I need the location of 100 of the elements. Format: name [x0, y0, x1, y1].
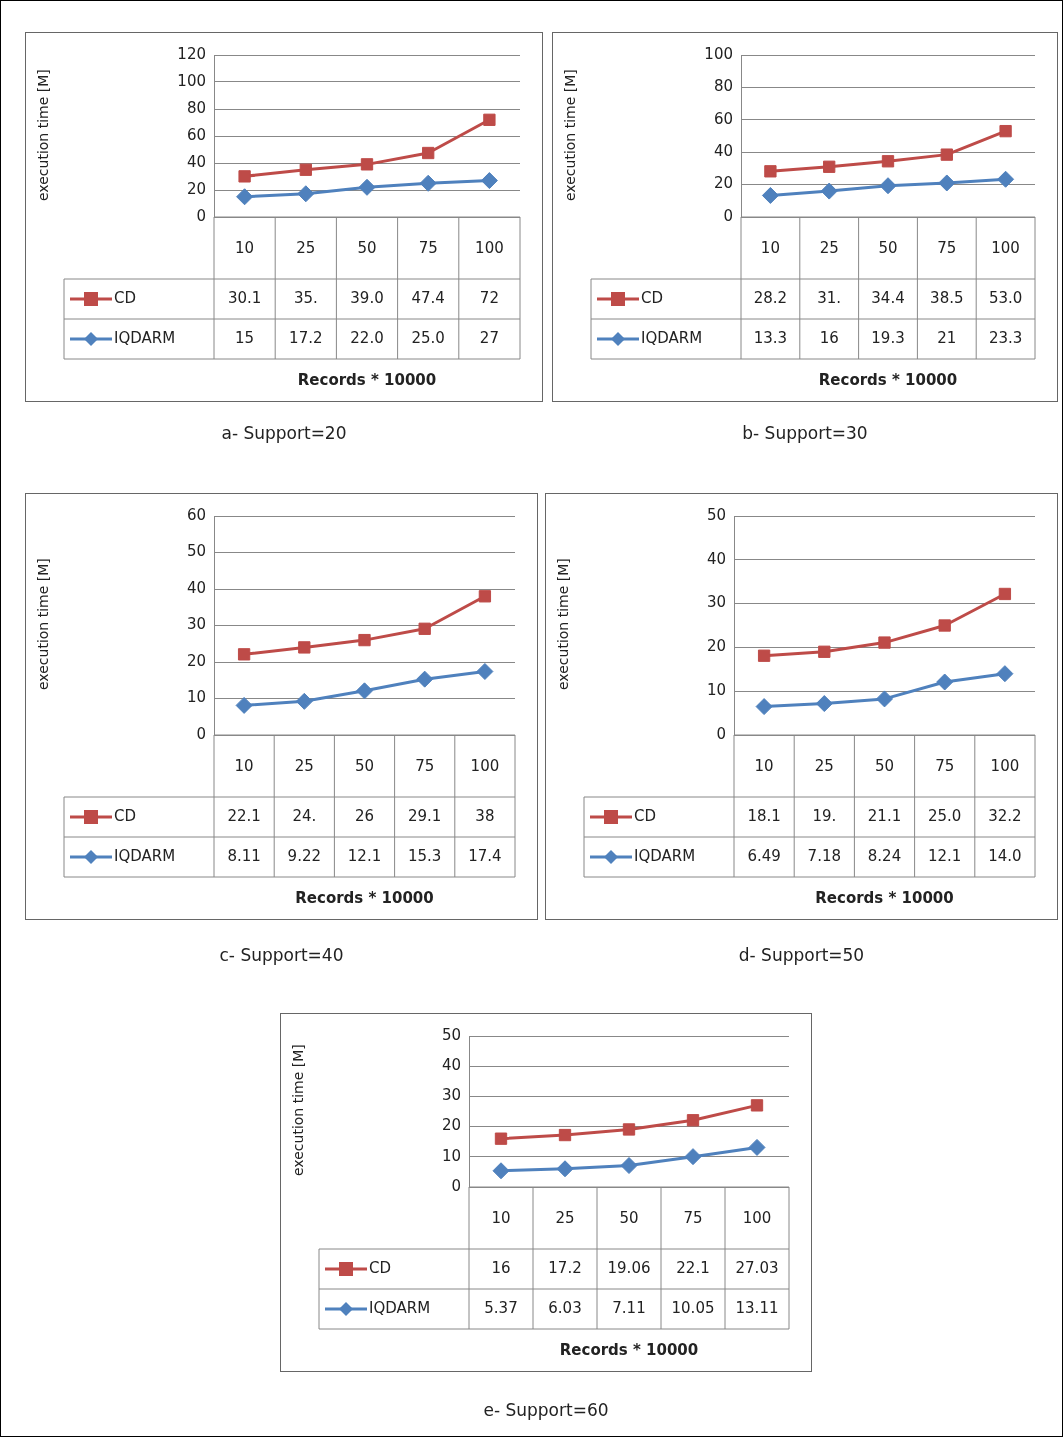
x-tick-label: 50 [354, 756, 375, 775]
legend-label: CD [114, 288, 137, 307]
data-label: 7.18 [807, 846, 841, 865]
point [757, 649, 771, 662]
data-label: 14.0 [988, 846, 1022, 865]
data-label: 28.2 [753, 288, 788, 307]
y-tick-label: 20 [706, 637, 726, 656]
data-label: 10.05 [671, 1298, 715, 1317]
y-tick-label: 0 [196, 724, 206, 743]
x-tick-label: 75 [935, 756, 955, 775]
data-label: 23.3 [988, 328, 1023, 347]
point [748, 1138, 766, 1156]
y-tick-label: 100 [704, 44, 733, 63]
legend-label: CD [114, 806, 137, 825]
x-axis-title: Records * 10000 [815, 888, 954, 907]
x-axis-title: Records * 10000 [559, 1340, 699, 1359]
x-tick-label: 100 [991, 238, 1020, 257]
point [237, 648, 251, 661]
data-label: 13.11 [735, 1298, 779, 1317]
data-label: 6.03 [548, 1298, 582, 1317]
x-tick-label: 50 [878, 238, 898, 257]
x-axis-title: Records * 10000 [818, 370, 958, 389]
x-tick-label: 25 [814, 756, 834, 775]
point [558, 1128, 572, 1142]
y-tick-label: 20 [713, 174, 733, 193]
y-tick-label: 30 [706, 593, 726, 612]
data-label: 22.1 [227, 806, 261, 825]
text: c- Support=40 [218, 945, 345, 965]
data-label: 5.37 [484, 1298, 518, 1317]
point [299, 163, 312, 176]
data-label: 19. [812, 806, 837, 825]
y-tick-label: 0 [196, 206, 206, 225]
point [815, 695, 833, 713]
y-tick-label: 60 [713, 109, 733, 128]
data-label: 12.1 [347, 846, 382, 865]
y-tick-label: 40 [186, 578, 206, 597]
y-tick-label: 50 [186, 542, 206, 561]
point [998, 587, 1012, 601]
text: a- Support=20 [220, 423, 348, 443]
x-tick-label: 10 [234, 756, 254, 775]
y-tick-label: 80 [713, 77, 733, 96]
data-label: 24. [292, 806, 317, 825]
point [476, 662, 494, 680]
x-tick-label: 25 [294, 756, 314, 775]
point [556, 1160, 574, 1178]
point [494, 1132, 508, 1145]
point [620, 1157, 638, 1175]
x-tick-label: 75 [683, 1208, 703, 1227]
data-label: 19.3 [871, 328, 905, 347]
y-tick-label: 0 [723, 206, 733, 225]
point [238, 170, 251, 183]
y-tick-label: 60 [186, 505, 206, 524]
data-label: 15 [235, 328, 255, 347]
data-label: 26 [354, 806, 375, 825]
point [818, 645, 831, 658]
point [755, 698, 773, 716]
x-tick-label: 25 [296, 238, 316, 257]
text: b- Support=30 [741, 423, 869, 443]
point [235, 696, 253, 714]
point [761, 186, 779, 204]
y-axis-title: execution time [M] [555, 557, 571, 693]
data-label: 15.3 [408, 846, 442, 865]
data-label: 19.06 [607, 1258, 651, 1277]
point [419, 174, 437, 192]
data-label: 17.2 [289, 328, 323, 347]
point [764, 165, 777, 178]
y-tick-label: 40 [441, 1056, 461, 1075]
x-axis-title: Records * 10000 [297, 370, 437, 389]
y-tick-label: 0 [451, 1176, 461, 1195]
x-tick-label: 25 [819, 238, 839, 257]
point [938, 174, 956, 192]
x-tick-label: 25 [555, 1208, 575, 1227]
data-label: 27.03 [735, 1258, 779, 1277]
data-label: 8.24 [867, 846, 902, 865]
legend-label: IQDARM [641, 328, 703, 347]
data-label: 16 [491, 1258, 511, 1277]
point [358, 178, 376, 196]
data-label: 18.1 [747, 806, 781, 825]
data-label: 21 [937, 328, 957, 347]
data-label: 16 [819, 328, 839, 347]
point [940, 148, 953, 161]
data-label: 35. [293, 288, 318, 307]
data-label: 8.11 [227, 846, 261, 865]
point [478, 590, 492, 603]
data-label: 53.0 [988, 288, 1023, 307]
point [298, 641, 311, 654]
x-tick-label: 75 [415, 756, 435, 775]
legend-label: IQDARM [369, 1298, 431, 1317]
x-tick-label: 100 [470, 756, 500, 775]
x-tick-label: 10 [491, 1208, 511, 1227]
y-tick-label: 40 [713, 142, 733, 161]
data-label: 27 [479, 328, 499, 347]
point [622, 1123, 636, 1136]
data-label: 34.4 [871, 288, 905, 307]
data-label: 21.1 [867, 806, 902, 825]
y-tick-label: 100 [177, 71, 206, 90]
point [356, 682, 373, 700]
data-label: 29.1 [408, 806, 442, 825]
point [686, 1114, 700, 1127]
point [820, 182, 838, 200]
